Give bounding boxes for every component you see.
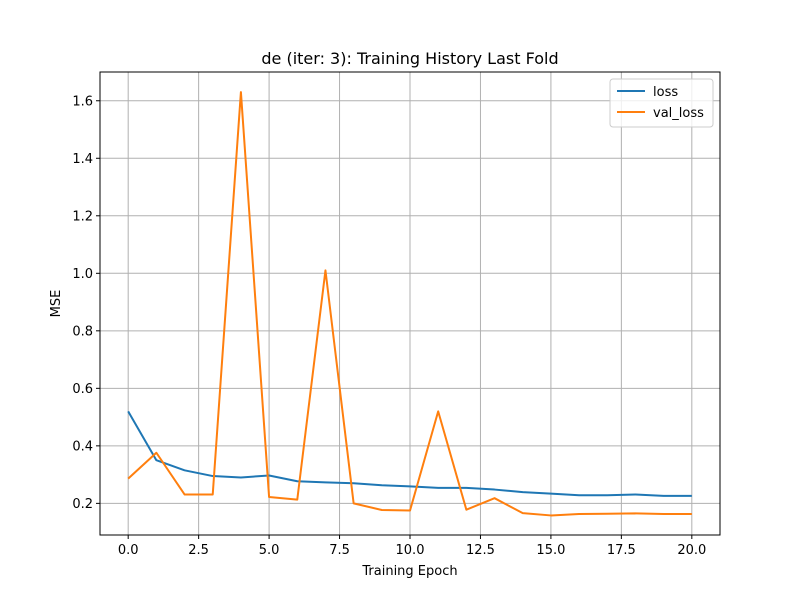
y-tick-label: 1.2 <box>72 209 93 224</box>
y-axis-title: MSE <box>49 290 64 318</box>
series-line-loss <box>127 410 692 497</box>
legend: loss val_loss <box>609 78 714 128</box>
y-tick-label: 0.8 <box>72 324 93 339</box>
chart-title: de (iter: 3): Training History Last Fold <box>261 49 558 68</box>
legend-label-loss: loss <box>653 85 678 100</box>
x-tick-label: 5.0 <box>259 543 280 558</box>
series-line-val-loss <box>127 91 692 517</box>
grid-layer <box>100 72 720 535</box>
legend-label-val-loss: val_loss <box>653 106 704 121</box>
x-tick-label: 20.0 <box>677 543 706 558</box>
x-tick-label: 17.5 <box>607 543 636 558</box>
y-tick-label: 1.0 <box>72 267 93 282</box>
x-tick-label: 10.0 <box>396 543 425 558</box>
x-tick-label: 2.5 <box>188 543 209 558</box>
x-tick-label: 0.0 <box>118 543 139 558</box>
x-axis-title: Training Epoch <box>361 564 457 579</box>
y-tick-label: 0.4 <box>72 439 93 454</box>
y-axis: 0.2 0.4 0.6 0.8 1.0 1.2 1.4 1.6 <box>72 94 100 512</box>
x-tick-label: 12.5 <box>466 543 495 558</box>
y-tick-label: 0.6 <box>72 382 93 397</box>
x-axis: 0.0 2.5 5.0 7.5 10.0 12.5 15.0 17.5 20.0 <box>118 535 706 558</box>
x-tick-label: 7.5 <box>329 543 350 558</box>
series-layer <box>127 91 692 517</box>
y-tick-label: 0.2 <box>72 497 93 512</box>
y-tick-label: 1.6 <box>72 94 93 109</box>
y-tick-label: 1.4 <box>72 152 93 167</box>
x-tick-label: 15.0 <box>536 543 565 558</box>
